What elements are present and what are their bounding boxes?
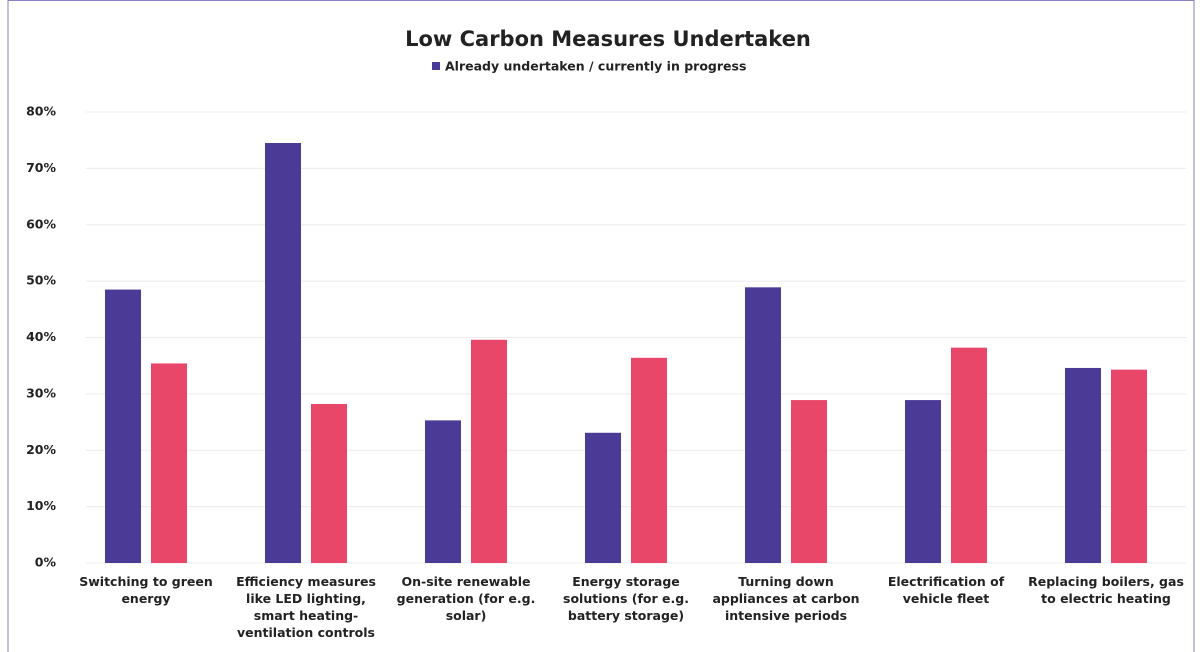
bar (905, 400, 941, 563)
x-tick-label: Turning down appliances at carbon intens… (712, 574, 860, 623)
legend-label: Already undertaken / currently in progre… (445, 59, 746, 74)
bar (791, 400, 827, 563)
bar (1065, 367, 1101, 563)
y-tick-label: 10% (26, 498, 56, 513)
x-tick-label: Efficiency measures like LED lighting, s… (236, 574, 376, 640)
y-tick-label: 40% (26, 329, 56, 344)
legend-swatch (432, 62, 440, 70)
x-tick-label: Replacing boilers, gas to electric heati… (1028, 574, 1184, 606)
bar (585, 432, 621, 563)
y-tick-label: 20% (26, 442, 56, 457)
x-tick-label: On-site renewable generation (for e.g. s… (396, 574, 536, 623)
bar (265, 143, 301, 563)
y-tick-label: 0% (35, 555, 57, 570)
x-tick-label: Switching to green energy (79, 574, 213, 606)
bar (311, 404, 347, 563)
bar (745, 287, 781, 563)
y-tick-label: 30% (26, 385, 56, 400)
bar (631, 357, 667, 563)
bar (425, 420, 461, 563)
bar (105, 289, 141, 563)
y-tick-label: 70% (26, 160, 56, 175)
bar (1111, 369, 1147, 563)
chart-frame (7, 0, 1195, 652)
y-tick-label: 50% (26, 273, 56, 288)
bar (951, 347, 987, 563)
x-tick-label: Energy storage solutions (for e.g. batte… (563, 574, 689, 623)
y-tick-label: 80% (26, 104, 56, 119)
bar (151, 363, 187, 563)
bar (471, 339, 507, 563)
x-tick-label: Electrification of vehicle fleet (887, 574, 1005, 606)
y-tick-label: 60% (26, 216, 56, 231)
chart-title: Low Carbon Measures Undertaken (405, 27, 811, 51)
